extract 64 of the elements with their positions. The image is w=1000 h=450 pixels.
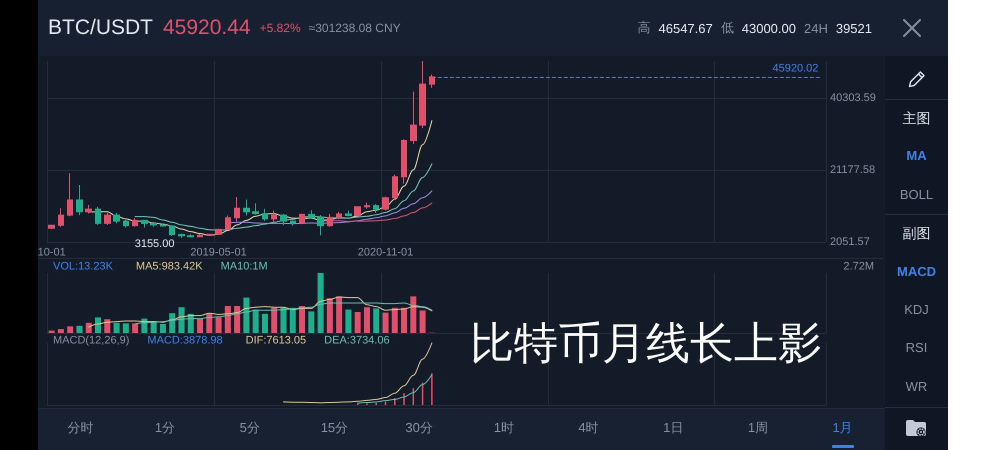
bar xyxy=(95,317,102,333)
bar xyxy=(67,326,74,333)
bar xyxy=(326,298,333,333)
text: MA10:1M xyxy=(220,260,268,272)
text: 副图 xyxy=(902,224,932,244)
text: 15分 xyxy=(320,419,350,437)
bar xyxy=(132,323,138,333)
text: MA5:983.42K xyxy=(136,260,204,272)
legend-title: MACD(12,26,9) xyxy=(53,334,130,346)
bar xyxy=(122,323,129,333)
bar xyxy=(169,313,176,333)
text: VOL:13.23K xyxy=(53,260,114,272)
text: 2.72M xyxy=(843,260,874,272)
text: DEA:3734.06 xyxy=(324,334,390,346)
bar xyxy=(336,296,342,333)
text: MA xyxy=(905,147,928,166)
bar xyxy=(354,312,361,333)
bar xyxy=(401,308,408,333)
bar xyxy=(114,322,120,333)
bar xyxy=(280,308,286,333)
text: RSI xyxy=(904,339,928,358)
bar xyxy=(252,310,259,333)
bar xyxy=(243,298,250,333)
text: 1周 xyxy=(746,419,770,437)
bar xyxy=(262,314,268,333)
text: 主图 xyxy=(902,109,932,128)
text: 1时 xyxy=(492,419,515,437)
text: 1月 xyxy=(832,419,854,437)
bar xyxy=(197,318,204,333)
bar xyxy=(364,307,370,333)
bar xyxy=(392,308,398,333)
text: 5分 xyxy=(238,419,261,437)
bar xyxy=(76,326,82,333)
bar xyxy=(382,312,388,333)
bar xyxy=(58,329,64,333)
bar xyxy=(206,314,212,333)
bar xyxy=(271,308,278,333)
bar xyxy=(290,308,296,333)
bar xyxy=(345,310,352,333)
bar xyxy=(160,324,166,333)
text: KDJ xyxy=(903,301,930,319)
bar xyxy=(104,319,110,333)
bar xyxy=(373,308,380,333)
bar xyxy=(224,306,231,333)
text: 1日 xyxy=(662,419,684,437)
text: 1分 xyxy=(154,419,176,437)
bar xyxy=(410,296,416,333)
bar xyxy=(299,306,306,333)
bar xyxy=(420,310,426,333)
text: 分时 xyxy=(66,419,94,437)
bar xyxy=(86,322,92,333)
text: BOLL xyxy=(898,186,934,204)
text: 30分 xyxy=(404,419,434,437)
annotation: 比特币月线长上影 xyxy=(470,319,822,368)
bar xyxy=(178,307,184,333)
text: MACD xyxy=(896,262,937,281)
annotation: MACD:3878.98 xyxy=(147,334,223,346)
bar xyxy=(308,311,314,333)
bar xyxy=(318,273,324,333)
text: WR xyxy=(904,378,928,396)
bar xyxy=(216,317,222,333)
text: 4时 xyxy=(577,419,600,437)
text: DIF:7613.05 xyxy=(246,334,306,346)
bar xyxy=(234,306,240,333)
